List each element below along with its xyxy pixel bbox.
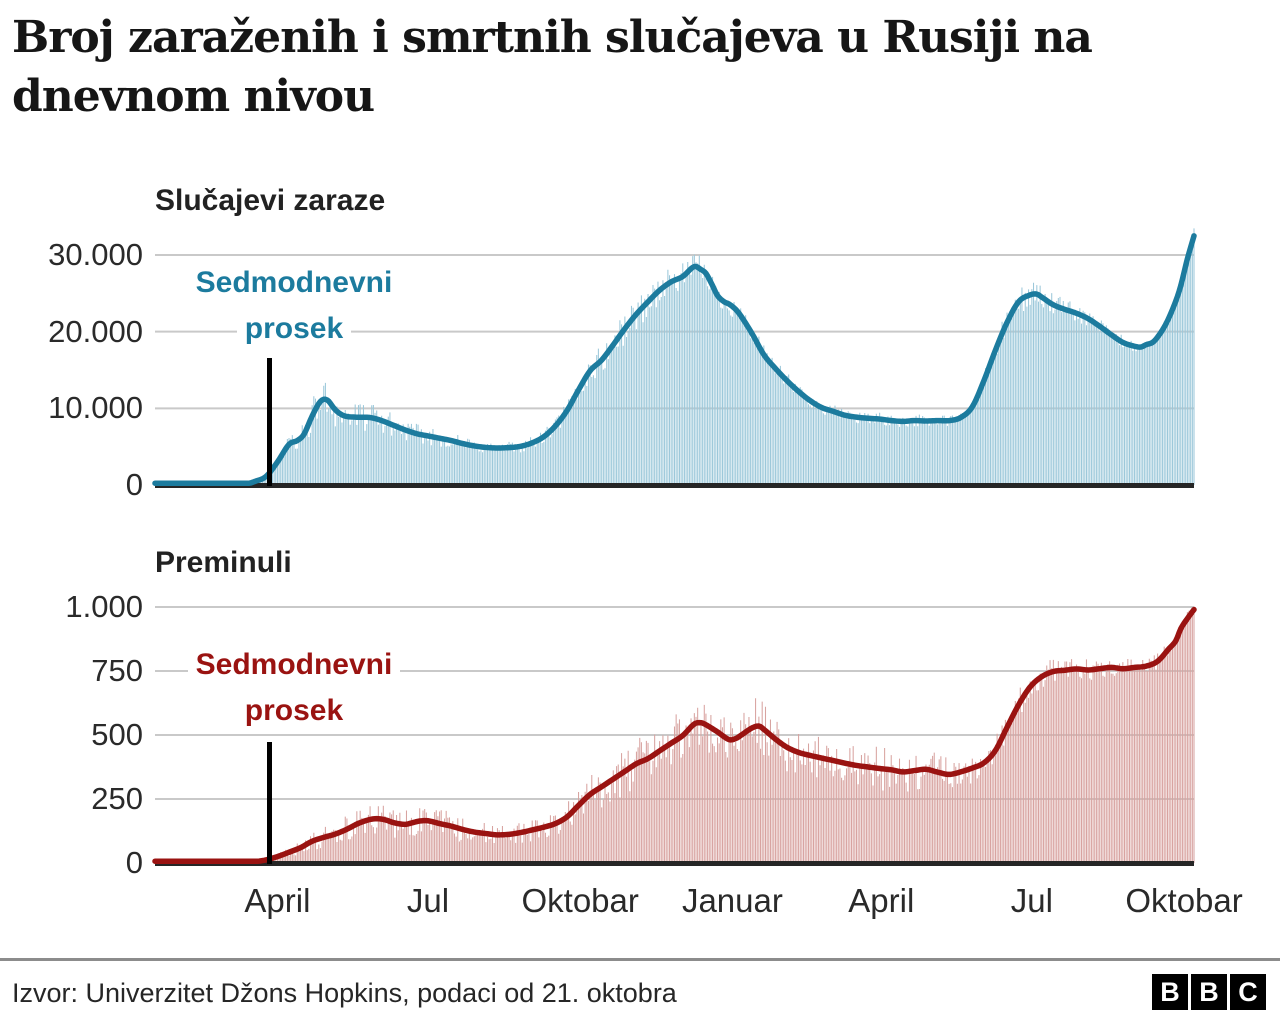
x-tick-label: Oktobar xyxy=(521,882,639,919)
deaths-chart-plot xyxy=(152,606,1197,866)
bbc-logo-letter: C xyxy=(1230,974,1266,1010)
page-title-line-2: dnevnom nivou xyxy=(12,71,375,122)
x-tick-label: Oktobar xyxy=(1125,882,1243,919)
x-tick-label: Januar xyxy=(681,882,783,919)
cases-average-annotation: Sedmodnevni prosek xyxy=(152,260,436,352)
y-tick-label: 0 xyxy=(125,467,143,502)
y-tick-label: 20.000 xyxy=(48,313,143,349)
source-attribution: Izvor: Univerzitet Džons Hopkins, podaci… xyxy=(12,978,677,1008)
cases-average-annotation-text: Sedmodnevni prosek xyxy=(187,266,401,345)
page-title-line-1: Broj zaraženih i smrtnih slučajeva u Rus… xyxy=(12,12,1093,63)
x-tick-label: Jul xyxy=(406,882,450,919)
y-tick-label: 10.000 xyxy=(48,390,143,426)
cases-annotation-pointer-line xyxy=(267,358,272,486)
cases-chart-plot xyxy=(152,228,1197,488)
y-tick-label: 250 xyxy=(91,781,143,816)
x-tick-label: April xyxy=(244,882,311,919)
y-tick-label: 750 xyxy=(91,653,143,688)
x-tick-label: Jul xyxy=(1010,882,1053,919)
footer-divider xyxy=(0,958,1280,961)
x-axis-line xyxy=(155,483,1194,488)
bbc-logo-letter: B xyxy=(1152,974,1188,1010)
seven-day-average-line xyxy=(152,606,1197,864)
y-tick-label: 30.000 xyxy=(48,237,143,272)
seven-day-average-line xyxy=(152,233,1197,486)
deaths-annotation-pointer-line xyxy=(267,742,272,864)
x-tick-label: April xyxy=(848,882,915,919)
page-title: Broj zaraženih i smrtnih slučajeva u Rus… xyxy=(12,8,1272,126)
deaths-average-annotation-text: Sedmodnevni prosek xyxy=(187,648,401,727)
y-tick-label: 500 xyxy=(91,717,143,752)
deaths-average-annotation: Sedmodnevni prosek xyxy=(152,642,436,734)
y-tick-label: 0 xyxy=(125,845,143,880)
x-axis-line xyxy=(155,861,1194,866)
cases-chart-title: Slučajevi zaraze xyxy=(155,184,386,217)
bbc-logo-letter: B xyxy=(1191,974,1227,1010)
deaths-chart-title: Preminuli xyxy=(155,546,292,579)
y-tick-label: 1.000 xyxy=(65,589,143,624)
